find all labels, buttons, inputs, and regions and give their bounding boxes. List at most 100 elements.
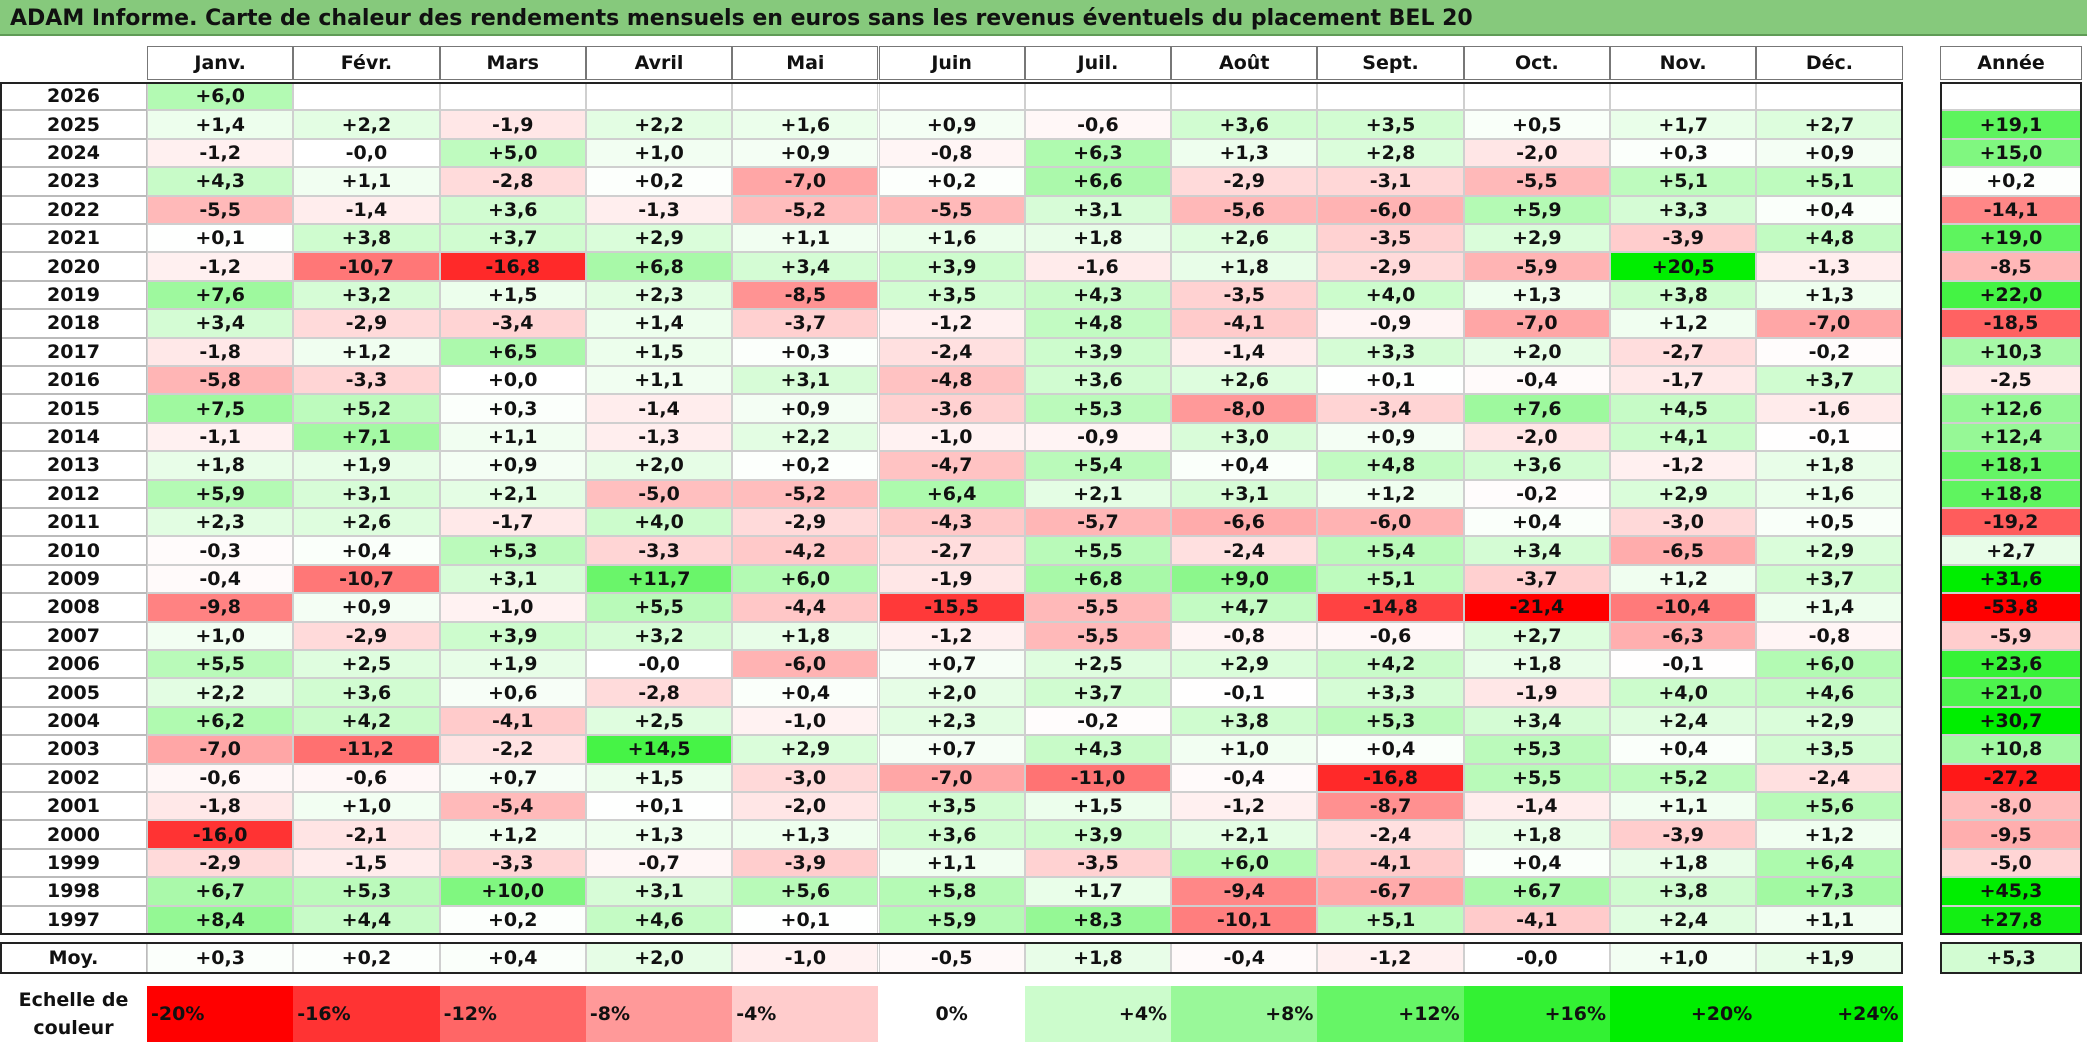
- heatmap-cell: +3,5: [1317, 110, 1464, 139]
- heatmap-cell: -21,4: [1463, 593, 1610, 622]
- heatmap-cell: -2,9: [1171, 167, 1318, 196]
- heatmap-cell: +1,2: [1610, 564, 1757, 594]
- heatmap-cell: +2,1: [1024, 479, 1172, 508]
- heatmap-cell: +1,3: [1171, 138, 1318, 168]
- heatmap-cell: -2,8: [439, 167, 586, 196]
- month-header: Mai: [732, 46, 879, 80]
- heatmap-cell: +3,8: [1171, 706, 1318, 736]
- heatmap-cell: -0,2: [1463, 479, 1610, 508]
- heatmap-cell: +3,0: [1171, 422, 1318, 452]
- annual-cell: +10,8: [1940, 735, 2082, 764]
- heatmap-cell: -2,9: [147, 848, 294, 878]
- heatmap-cell: -0,8: [878, 138, 1025, 168]
- annual-cell: -5,0: [1940, 848, 2082, 878]
- legend-swatch: -4%: [732, 986, 879, 1042]
- heatmap-cell: +7,6: [1463, 394, 1610, 423]
- heatmap-cell: -1,0: [732, 706, 879, 736]
- heatmap-cell: +0,7: [878, 650, 1025, 679]
- heatmap-cell: +1,8: [1463, 650, 1610, 679]
- heatmap-cell: +14,5: [585, 735, 733, 764]
- heatmap-cell: +5,6: [732, 877, 879, 906]
- heatmap-cell: +6,0: [147, 82, 294, 111]
- heatmap-cell: -5,8: [147, 366, 294, 395]
- heatmap-cell: -16,0: [147, 820, 294, 849]
- heatmap-cell: +4,2: [293, 706, 440, 736]
- heatmap-cell: +5,9: [147, 479, 294, 508]
- heatmap-cell: +3,6: [1463, 451, 1610, 480]
- heatmap-cell: +0,2: [585, 167, 733, 196]
- heatmap-cell: -7,0: [878, 763, 1025, 792]
- heatmap-cell: +3,5: [878, 792, 1025, 821]
- average-cell: -0,0: [1463, 942, 1610, 974]
- heatmap-cell: -7,0: [1463, 309, 1610, 338]
- annual-cell: +0,2: [1940, 167, 2082, 196]
- heatmap-cell: +6,4: [1756, 848, 1903, 878]
- heatmap-cell: -1,2: [878, 621, 1025, 650]
- heatmap-cell: +0,9: [732, 394, 879, 423]
- heatmap-cell: -1,4: [293, 195, 440, 224]
- year-label: 2015: [0, 394, 147, 423]
- heatmap-cell: +1,5: [585, 763, 733, 792]
- heatmap-cell: +5,5: [147, 650, 294, 679]
- year-label: 2008: [0, 593, 147, 622]
- title-bar: ADAM Informe. Carte de chaleur des rende…: [0, 0, 2087, 36]
- heatmap-cell: -4,7: [878, 451, 1025, 480]
- annual-cell: +19,1: [1940, 110, 2082, 139]
- heatmap-cell: [878, 82, 1025, 111]
- heatmap-cell: [293, 82, 440, 111]
- year-label: 2010: [0, 536, 147, 565]
- heatmap-cell: -0,2: [1024, 706, 1172, 736]
- heatmap-cell: +1,0: [1171, 735, 1318, 764]
- heatmap-cell: +2,9: [1756, 536, 1903, 565]
- heatmap-cell: +3,9: [439, 621, 586, 650]
- heatmap-cell: +1,1: [878, 848, 1025, 878]
- heatmap-cell: -6,0: [1317, 508, 1464, 537]
- average-cell: -1,2: [1317, 942, 1464, 974]
- heatmap-cell: -0,9: [1317, 309, 1464, 338]
- average-cell: +1,0: [1610, 942, 1757, 974]
- heatmap-cell: -2,7: [878, 536, 1025, 565]
- heatmap-cell: -8,5: [732, 280, 879, 310]
- heatmap-cell: +3,3: [1610, 195, 1757, 224]
- heatmap-cell: -1,4: [1171, 337, 1318, 366]
- heatmap-cell: +5,5: [1463, 763, 1610, 792]
- heatmap-cell: +2,9: [1610, 479, 1757, 508]
- heatmap-cell: -2,4: [1756, 763, 1903, 792]
- heatmap-cell: -3,0: [1610, 508, 1757, 537]
- heatmap-cell: +6,0: [1171, 848, 1318, 878]
- heatmap-cell: +0,4: [293, 536, 440, 565]
- year-label: 2024: [0, 138, 147, 168]
- heatmap-cell: +1,4: [1756, 593, 1903, 622]
- heatmap-cell: +2,0: [1463, 337, 1610, 366]
- heatmap-cell: +5,0: [439, 138, 586, 168]
- heatmap-cell: +2,9: [585, 224, 733, 253]
- heatmap-cell: -0,8: [1756, 621, 1903, 650]
- heatmap-cell: +3,3: [1317, 337, 1464, 366]
- heatmap-cell: -1,0: [439, 593, 586, 622]
- heatmap-cell: +2,2: [147, 678, 294, 707]
- heatmap-cell: +0,7: [439, 763, 586, 792]
- heatmap-cell: -1,6: [1756, 394, 1903, 423]
- heatmap-cell: +3,6: [293, 678, 440, 707]
- annual-cell: +22,0: [1940, 280, 2082, 310]
- heatmap-cell: +7,6: [147, 280, 294, 310]
- year-label: 1998: [0, 877, 147, 906]
- heatmap-cell: +6,7: [147, 877, 294, 906]
- heatmap-cell: -3,7: [732, 309, 879, 338]
- heatmap-cell: -2,9: [1317, 252, 1464, 281]
- heatmap-cell: -2,4: [1171, 536, 1318, 565]
- heatmap-cell: +1,4: [585, 309, 733, 338]
- annual-cell: +21,0: [1940, 678, 2082, 707]
- heatmap-cell: -1,3: [585, 422, 733, 452]
- heatmap-cell: [732, 82, 879, 111]
- heatmap-cell: +0,2: [878, 167, 1025, 196]
- heatmap-cell: +4,6: [1756, 678, 1903, 707]
- heatmap-cell: +4,5: [1610, 394, 1757, 423]
- heatmap-cell: +2,2: [293, 110, 440, 139]
- heatmap-cell: -3,5: [1024, 848, 1172, 878]
- heatmap-cell: +4,0: [1317, 280, 1464, 310]
- heatmap-cell: +1,2: [293, 337, 440, 366]
- average-cell: -0,5: [878, 942, 1025, 974]
- heatmap-cell: -2,4: [878, 337, 1025, 366]
- heatmap-cell: +3,2: [293, 280, 440, 310]
